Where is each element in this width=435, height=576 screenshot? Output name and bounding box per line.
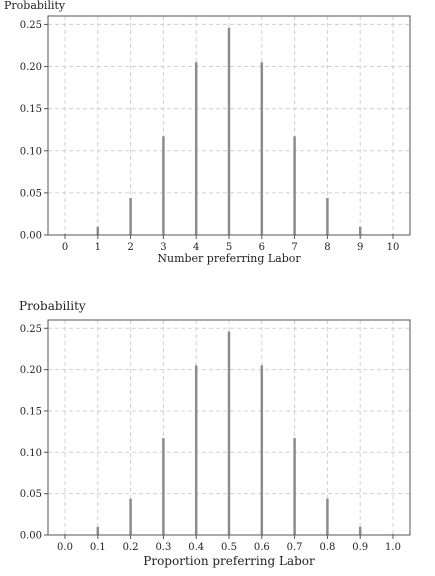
x-tick-label: 4 <box>193 242 199 253</box>
chart-panel-1: 0.00 0.05 0.10 0.15 0.20 0.25 0 1 2 3 4 5 6 7 8 9 10 Prob… <box>4 0 411 265</box>
x-tick-label: 0 <box>62 242 68 253</box>
x-tick-label: 0.6 <box>254 542 270 553</box>
bar <box>326 198 329 235</box>
x-tick-label: 7 <box>291 242 297 253</box>
y-tick-label: 0.10 <box>20 146 42 157</box>
y-tick-label: 0.25 <box>20 20 42 31</box>
y-tick-label: 0.05 <box>20 489 42 500</box>
y-tick-label: 0.05 <box>20 188 42 199</box>
bar <box>162 136 165 235</box>
plot-frame <box>47 319 411 536</box>
bar <box>260 62 264 235</box>
bar <box>162 438 165 535</box>
x-axis-label: Number preferring Labor <box>157 252 301 265</box>
x-tick-label: 0.1 <box>90 542 106 553</box>
bar <box>227 331 231 535</box>
y-tick-label: 0.00 <box>20 231 42 242</box>
bar <box>129 498 132 535</box>
x-tick-label: 0.7 <box>287 542 303 553</box>
x-tick-label: 6 <box>259 242 265 253</box>
chart-panel-2: 0.00 0.05 0.10 0.15 0.20 0.25 0.0 0.1 0.2 0.3 0.4 0… <box>19 299 411 568</box>
x-tick-label: 5 <box>226 242 232 253</box>
bar <box>358 526 362 535</box>
y-tick-label: 0.00 <box>20 531 42 542</box>
x-tick-label: 10 <box>387 242 400 253</box>
y-tick-label: 0.15 <box>20 406 42 417</box>
x-tick-label: 3 <box>160 242 166 253</box>
bar <box>358 226 362 235</box>
bar <box>293 438 296 535</box>
bar <box>129 198 132 235</box>
plot-frame <box>47 15 411 236</box>
bar <box>326 498 329 535</box>
x-tick-label: 0.5 <box>221 542 237 553</box>
x-tick-label: 0.4 <box>188 542 204 553</box>
bar <box>260 365 264 535</box>
x-tick-label: 1 <box>95 242 101 253</box>
bar <box>194 62 198 235</box>
x-tick-label: 0.2 <box>123 542 139 553</box>
y-tick-label: 0.20 <box>20 62 42 73</box>
x-tick-label: 0.3 <box>155 542 171 553</box>
x-tick-label: 2 <box>127 242 133 253</box>
bar <box>227 27 231 236</box>
y-axis-label: Probability <box>19 299 86 313</box>
x-tick-label: 8 <box>324 242 330 253</box>
y-axis-label: Probability <box>4 0 66 12</box>
x-tick-label: 0.0 <box>57 542 73 553</box>
y-tick-label: 0.15 <box>20 104 42 115</box>
bar <box>96 226 100 235</box>
y-tick-label: 0.20 <box>20 365 42 376</box>
x-tick-label: 0.8 <box>319 542 335 553</box>
x-axis-label: Proportion preferring Labor <box>143 554 315 568</box>
bar <box>194 365 198 535</box>
x-tick-label: 0.9 <box>352 542 368 553</box>
y-tick-label: 0.10 <box>20 448 42 459</box>
bar <box>96 526 100 535</box>
x-tick-label: 1.0 <box>385 542 401 553</box>
bar <box>293 136 296 235</box>
y-tick-label: 0.25 <box>20 324 42 335</box>
x-tick-label: 9 <box>357 242 363 253</box>
